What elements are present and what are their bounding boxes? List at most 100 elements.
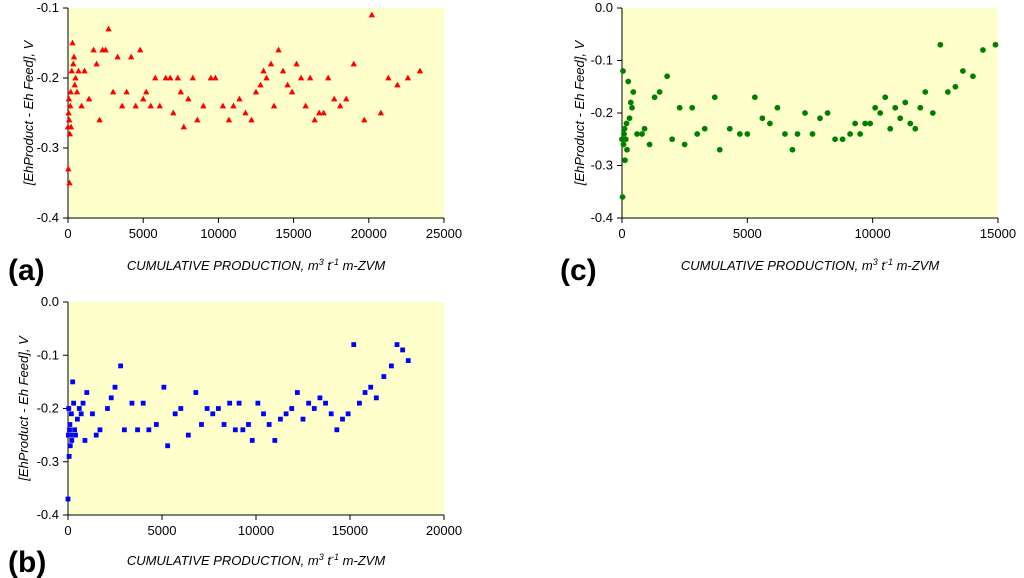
data-point — [817, 115, 823, 122]
data-point — [165, 443, 171, 449]
panel-b: 0 5000 10000 15000 20000 -0.4 -0.3 -0.2 -0.1 0.0 [… — [8, 294, 462, 578]
data-point — [912, 125, 919, 132]
y-tick-label: -0.2 — [591, 105, 613, 120]
data-point — [122, 427, 127, 433]
x-tick-label: 0 — [64, 523, 71, 538]
data-point — [362, 390, 368, 395]
data-point — [93, 432, 99, 438]
data-point — [75, 416, 80, 422]
y-tick-label: -0.1 — [591, 53, 613, 68]
data-point — [620, 141, 627, 148]
data-point — [76, 406, 82, 411]
data-point — [78, 411, 84, 417]
data-point — [185, 95, 192, 102]
x-tick-label: 20000 — [351, 226, 387, 241]
data-point — [937, 41, 944, 48]
x-tick-label: 10000 — [238, 523, 274, 538]
data-point — [624, 146, 630, 153]
data-point — [400, 347, 406, 353]
data-point — [351, 342, 357, 347]
data-point — [621, 131, 627, 137]
y-axis-label-b: [EhProduct - Eh Feed], V — [16, 335, 31, 482]
data-point — [862, 120, 869, 127]
data-point — [78, 102, 85, 109]
data-point — [388, 363, 394, 369]
data-point — [789, 146, 796, 153]
data-point — [189, 74, 197, 81]
data-point — [65, 109, 72, 116]
data-point — [260, 67, 267, 74]
data-point — [170, 109, 177, 116]
y-tick-label: -0.3 — [37, 454, 59, 469]
data-point — [385, 74, 392, 81]
data-point — [249, 438, 255, 443]
data-point — [210, 411, 216, 417]
data-point — [323, 400, 328, 406]
data-point — [887, 125, 894, 132]
data-point — [90, 411, 95, 417]
data-point — [227, 400, 233, 406]
y-axis-label-c: [EhProduct - Eh Feed], V — [572, 39, 587, 186]
data-point — [416, 67, 424, 74]
data-point — [340, 416, 345, 422]
data-point — [70, 379, 76, 385]
data-point — [232, 427, 238, 433]
data-point — [324, 74, 332, 81]
data-point — [118, 102, 126, 109]
data-point — [751, 94, 758, 101]
data-point — [174, 74, 181, 81]
data-point — [651, 94, 658, 101]
data-point — [65, 165, 72, 172]
data-point — [153, 422, 159, 427]
data-point — [622, 136, 629, 143]
data-point — [72, 427, 77, 433]
data-point — [66, 179, 73, 186]
x-tick-label: 10000 — [200, 226, 236, 241]
y-tick-label: -0.2 — [37, 401, 59, 416]
data-point — [980, 47, 986, 53]
data-point — [161, 384, 167, 390]
data-point — [315, 109, 323, 116]
data-point — [109, 88, 117, 95]
x-tick-label: 15000 — [332, 523, 368, 538]
data-point — [96, 116, 103, 123]
data-point — [944, 89, 951, 95]
data-point — [167, 74, 174, 81]
data-point — [337, 102, 344, 109]
data-point — [221, 422, 227, 427]
data-point — [204, 406, 210, 411]
data-point — [90, 46, 97, 53]
data-point — [629, 104, 635, 111]
data-point — [178, 406, 184, 411]
data-point — [71, 81, 78, 88]
data-point — [252, 88, 260, 95]
data-point — [212, 74, 219, 81]
data-point — [263, 74, 270, 81]
data-point — [200, 102, 207, 109]
data-point — [242, 109, 249, 116]
data-point — [744, 131, 751, 137]
data-point — [759, 115, 766, 122]
data-point — [630, 89, 637, 95]
data-point — [267, 60, 275, 67]
data-point — [350, 60, 357, 67]
data-point — [180, 123, 188, 130]
data-point — [824, 110, 831, 116]
y-tick-label: -0.1 — [37, 0, 59, 15]
panel-label-a: (a) — [8, 254, 45, 287]
data-point — [272, 438, 278, 443]
data-point — [373, 395, 379, 401]
data-point — [67, 443, 73, 449]
data-point — [293, 60, 300, 67]
data-point — [802, 110, 808, 116]
data-point — [81, 67, 88, 74]
data-point — [255, 400, 261, 406]
data-point — [839, 136, 846, 143]
y-tick-label: -0.3 — [591, 158, 613, 173]
data-point — [68, 432, 74, 438]
data-point — [147, 102, 154, 109]
data-point — [278, 416, 283, 422]
data-point — [82, 438, 88, 443]
data-point — [646, 141, 653, 148]
data-point — [270, 102, 278, 109]
